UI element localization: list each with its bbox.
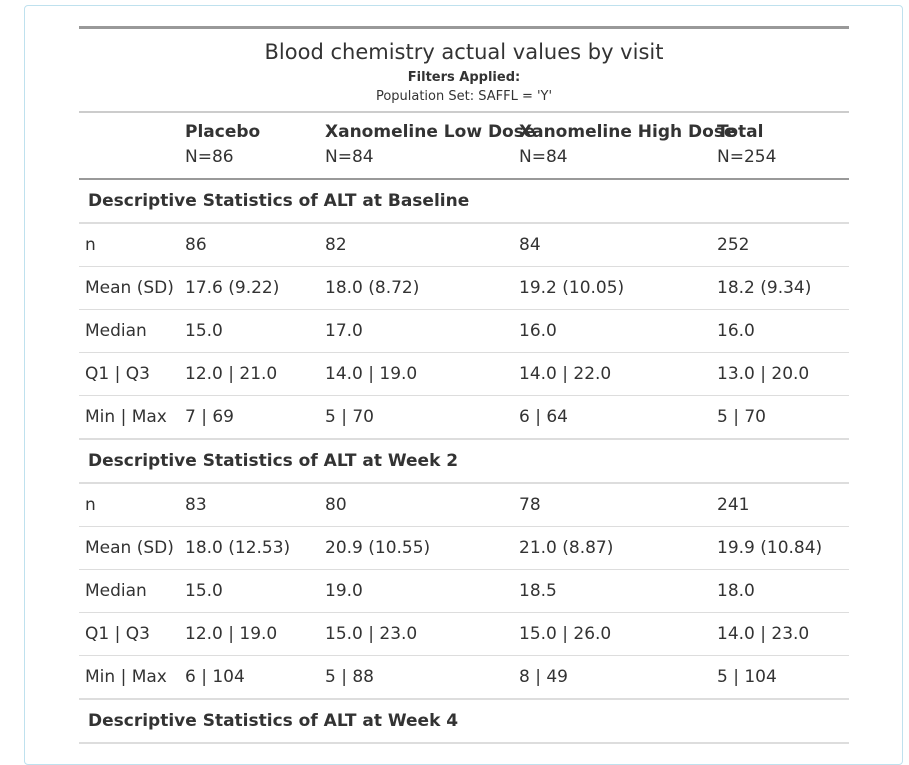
table-cell: 80 — [319, 483, 513, 527]
table-title: Blood chemistry actual values by visit — [264, 40, 664, 64]
table-cell: 5 | 88 — [319, 655, 513, 700]
stat-column-n — [79, 145, 179, 179]
column-header-low-dose: Xanomeline Low Dose — [325, 122, 536, 142]
table-row: Q1 | Q3 12.0 | 21.0 14.0 | 19.0 14.0 | 22.0… — [79, 352, 849, 396]
column-n-row: N=86 N=84 N=84 N=254 — [79, 145, 849, 179]
summary-table: Placebo Xanomeline Low Dose Xanomeline H… — [79, 113, 849, 744]
table-cell: 83 — [179, 483, 319, 527]
column-header-row: Placebo Xanomeline Low Dose Xanomeline H… — [79, 113, 849, 145]
table-row: Mean (SD) 17.6 (9.22) 18.0 (8.72) 19.2 (10.… — [79, 266, 849, 310]
table-row: n 86 82 84 252 — [79, 223, 849, 267]
stat-label: Mean (SD) — [79, 266, 179, 310]
table-cell: 82 — [319, 223, 513, 267]
table-cell: 20.9 (10.55) — [319, 526, 513, 570]
column-n-high-dose: N=84 — [519, 147, 568, 167]
table-cell: 13.0 | 20.0 — [711, 352, 849, 396]
section-header-row: Descriptive Statistics of ALT at Week 2 — [79, 439, 849, 484]
summary-table-container: Blood chemistry actual values by visit F… — [79, 26, 849, 744]
stat-label: Min | Max — [79, 655, 179, 700]
table-cell: 7 | 69 — [179, 395, 319, 440]
table-cell: 18.0 (8.72) — [319, 266, 513, 310]
stat-label: Mean (SD) — [79, 526, 179, 570]
table-row: Median 15.0 19.0 18.5 18.0 — [79, 569, 849, 613]
table-cell: 17.6 (9.22) — [179, 266, 319, 310]
table-cell: 19.9 (10.84) — [711, 526, 849, 570]
table-cell: 6 | 64 — [513, 395, 711, 440]
table-cell: 14.0 | 23.0 — [711, 612, 849, 656]
stat-label: n — [79, 483, 179, 527]
table-cell: 12.0 | 19.0 — [179, 612, 319, 656]
table-row: Min | Max 7 | 69 5 | 70 6 | 64 5 | 70 — [79, 395, 849, 440]
table-cell: 5 | 104 — [711, 655, 849, 700]
table-cell: 14.0 | 19.0 — [319, 352, 513, 396]
table-row: Median 15.0 17.0 16.0 16.0 — [79, 309, 849, 353]
table-cell: 21.0 (8.87) — [513, 526, 711, 570]
table-cell: 78 — [513, 483, 711, 527]
table-cell: 19.2 (10.05) — [513, 266, 711, 310]
table-cell: 18.0 (12.53) — [179, 526, 319, 570]
table-cell: 15.0 | 23.0 — [319, 612, 513, 656]
section-title: Descriptive Statistics of ALT at Week 2 — [79, 439, 849, 484]
column-header-total: Total — [717, 122, 764, 142]
table-cell: 19.0 — [319, 569, 513, 613]
table-cell: 6 | 104 — [179, 655, 319, 700]
stat-label: Q1 | Q3 — [79, 352, 179, 396]
table-cell: 5 | 70 — [711, 395, 849, 440]
table-cell: 15.0 — [179, 569, 319, 613]
table-cell: 5 | 70 — [319, 395, 513, 440]
column-n-placebo: N=86 — [185, 147, 234, 167]
table-cell: 84 — [513, 223, 711, 267]
column-n-low-dose: N=84 — [325, 147, 374, 167]
top-rule — [79, 26, 849, 29]
column-n-total: N=254 — [717, 147, 777, 167]
stat-label: n — [79, 223, 179, 267]
table-cell: 15.0 — [179, 309, 319, 353]
table-cell: 16.0 — [513, 309, 711, 353]
table-cell: 241 — [711, 483, 849, 527]
stat-column-header — [79, 113, 179, 145]
column-header-high-dose: Xanomeline High Dose — [519, 122, 736, 142]
section-header-row: Descriptive Statistics of ALT at Baselin… — [79, 179, 849, 224]
stat-label: Median — [79, 309, 179, 353]
table-cell: 16.0 — [711, 309, 849, 353]
stat-label: Q1 | Q3 — [79, 612, 179, 656]
stat-label: Median — [79, 569, 179, 613]
table-cell: 12.0 | 21.0 — [179, 352, 319, 396]
table-cell: 86 — [179, 223, 319, 267]
table-row: Mean (SD) 18.0 (12.53) 20.9 (10.55) 21.0 (8… — [79, 526, 849, 570]
table-row: Q1 | Q3 12.0 | 19.0 15.0 | 23.0 15.0 | 26.0… — [79, 612, 849, 656]
table-cell: 18.0 — [711, 569, 849, 613]
table-cell: 17.0 — [319, 309, 513, 353]
table-cell: 14.0 | 22.0 — [513, 352, 711, 396]
population-filter: Population Set: SAFFL = 'Y' — [375, 89, 553, 104]
table-cell: 252 — [711, 223, 849, 267]
table-cell: 18.2 (9.34) — [711, 266, 849, 310]
stat-label: Min | Max — [79, 395, 179, 440]
table-cell: 15.0 | 26.0 — [513, 612, 711, 656]
table-body: Descriptive Statistics of ALT at Baselin… — [79, 179, 849, 744]
table-row: Min | Max 6 | 104 5 | 88 8 | 49 5 | 104 — [79, 655, 849, 700]
table-row: n 83 80 78 241 — [79, 483, 849, 527]
column-header-placebo: Placebo — [185, 122, 261, 142]
filters-label: Filters Applied: — [407, 70, 521, 85]
table-cell: 18.5 — [513, 569, 711, 613]
table-cell: 8 | 49 — [513, 655, 711, 700]
section-title: Descriptive Statistics of ALT at Week 4 — [79, 699, 849, 744]
header-rule — [79, 111, 849, 113]
section-title: Descriptive Statistics of ALT at Baselin… — [79, 179, 849, 224]
section-header-row: Descriptive Statistics of ALT at Week 4 — [79, 699, 849, 744]
